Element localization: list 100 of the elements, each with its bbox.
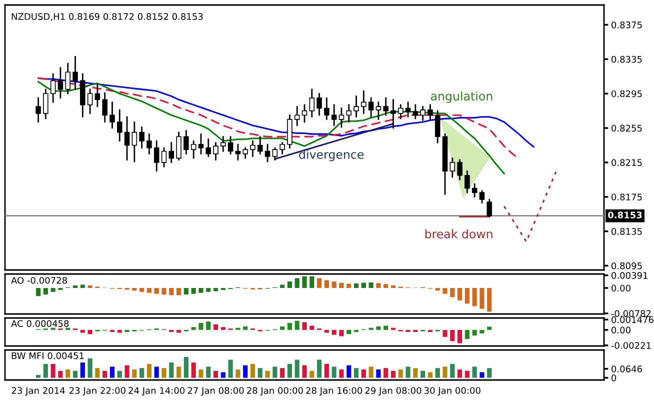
candlestick — [472, 183, 478, 198]
candlestick — [139, 126, 144, 149]
annotation: divergence — [299, 150, 364, 162]
bar — [162, 368, 166, 378]
bar — [184, 288, 188, 294]
bar — [324, 364, 329, 378]
bar — [450, 364, 455, 378]
bar — [206, 288, 211, 292]
candlestick — [272, 147, 278, 161]
bar — [287, 281, 292, 288]
candlestick — [428, 104, 433, 120]
bar — [236, 369, 240, 378]
bar — [206, 322, 211, 330]
bar — [472, 330, 477, 336]
candlestick — [405, 102, 411, 118]
annotation: break down — [425, 229, 492, 238]
candlestick — [324, 97, 330, 120]
bar — [184, 356, 188, 378]
bar — [458, 369, 462, 378]
bar — [294, 278, 300, 288]
bar — [376, 283, 381, 288]
bar — [243, 365, 248, 378]
bar — [390, 370, 396, 378]
bar — [487, 326, 492, 330]
bar — [265, 370, 270, 378]
bar — [280, 368, 285, 378]
bar — [146, 364, 152, 378]
bar — [36, 288, 41, 296]
candlestick — [331, 104, 337, 126]
bar — [162, 288, 166, 294]
bar — [428, 372, 433, 378]
candlestick — [213, 142, 218, 161]
candlestick — [264, 144, 270, 162]
candlestick — [161, 147, 167, 168]
bar — [191, 362, 196, 378]
bar — [213, 324, 218, 330]
chart-title: AC 0.000458 — [11, 320, 69, 327]
bar — [472, 288, 477, 306]
candlestick — [206, 138, 212, 158]
candlestick — [102, 92, 108, 123]
x-tick-label: 29 Jan 08:00 — [365, 387, 422, 396]
y-tick-label: 0 — [612, 374, 616, 382]
bar — [169, 362, 174, 378]
bar — [294, 360, 300, 378]
candlestick — [302, 104, 308, 123]
bar — [361, 282, 366, 288]
bar — [442, 288, 448, 294]
bar — [95, 368, 100, 378]
bar — [58, 370, 63, 378]
y-tick-label: 0.8135 — [612, 228, 642, 235]
bar — [339, 330, 344, 336]
bar — [302, 365, 307, 378]
bar — [272, 366, 278, 378]
bar — [140, 288, 144, 292]
candlestick — [72, 56, 78, 90]
candlestick — [346, 104, 352, 123]
bar — [332, 330, 336, 335]
y-tick-label: 0.00391 — [612, 272, 648, 279]
candlestick — [420, 106, 426, 121]
candlestick — [65, 62, 70, 94]
y-tick-label: 0.00 — [612, 326, 630, 334]
bar — [72, 370, 78, 378]
candlestick — [184, 130, 189, 155]
bar — [458, 288, 462, 300]
bar — [280, 326, 285, 330]
candlestick — [294, 106, 300, 126]
bar — [487, 368, 492, 378]
bar — [332, 281, 336, 288]
bar — [88, 358, 92, 378]
bar — [480, 330, 484, 334]
bar — [258, 368, 262, 378]
candlestick — [168, 142, 174, 164]
bar — [376, 326, 381, 330]
bar — [124, 365, 130, 378]
bar — [140, 368, 144, 378]
bar — [294, 320, 300, 330]
bar — [198, 322, 204, 330]
bar — [80, 362, 85, 378]
candlestick — [198, 133, 204, 155]
bar — [220, 327, 226, 330]
bar — [339, 282, 344, 288]
candlestick — [43, 88, 48, 120]
bar — [132, 288, 137, 291]
bar — [435, 288, 440, 291]
bar — [384, 368, 388, 378]
x-tick-label: 23 Jan 22:00 — [70, 387, 126, 396]
candlestick — [190, 140, 196, 159]
bar — [317, 360, 322, 378]
bar — [132, 369, 137, 378]
bar — [354, 368, 359, 378]
bar — [361, 369, 366, 378]
bar — [36, 375, 41, 378]
bar — [368, 282, 374, 288]
candlestick — [309, 88, 315, 118]
bar — [464, 330, 470, 339]
bar — [346, 330, 352, 334]
bar — [50, 288, 56, 292]
x-tick-label: 28 Jan 16:00 — [306, 387, 362, 396]
candlestick — [457, 159, 462, 180]
y-tick-label: 0.8375 — [612, 22, 642, 28]
